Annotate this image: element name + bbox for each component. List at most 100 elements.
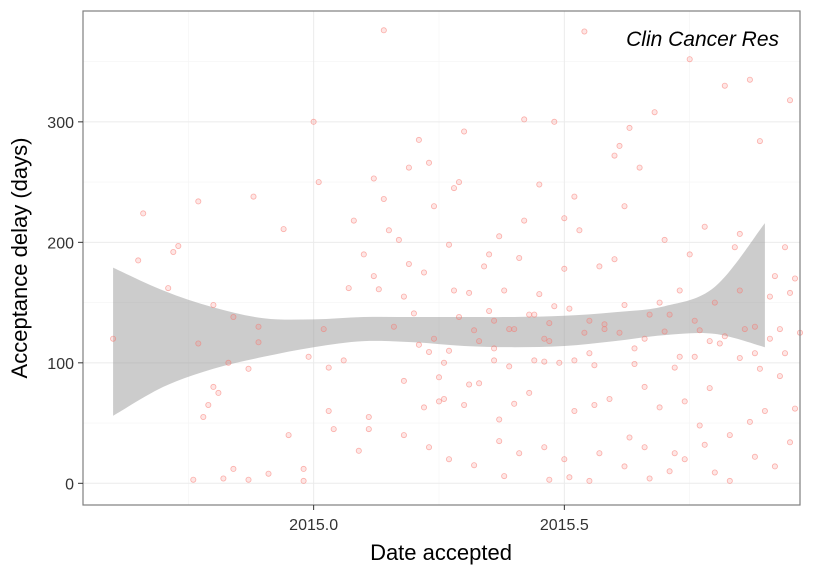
data-point — [541, 358, 548, 365]
y-tick-label: 300 — [47, 115, 74, 132]
data-point — [405, 260, 412, 267]
data-point — [380, 27, 387, 34]
data-point — [230, 465, 237, 472]
data-point — [711, 299, 718, 306]
data-point — [606, 395, 613, 402]
scatter-points — [110, 27, 804, 484]
data-point — [420, 269, 427, 276]
data-point — [576, 227, 583, 234]
data-point — [526, 389, 533, 396]
data-point — [596, 450, 603, 457]
data-point — [370, 175, 377, 182]
data-point — [631, 345, 638, 352]
data-point — [455, 313, 462, 320]
data-point — [561, 265, 568, 272]
data-point — [706, 338, 713, 345]
y-axis-title: Acceptance delay (days) — [7, 138, 32, 379]
data-point — [220, 475, 227, 482]
data-point — [526, 311, 533, 318]
data-point — [636, 164, 643, 171]
data-point — [551, 303, 558, 310]
data-point — [681, 456, 688, 463]
data-point — [651, 109, 658, 116]
data-point — [621, 463, 628, 470]
data-point — [300, 477, 307, 484]
data-point — [792, 275, 799, 282]
data-point — [450, 185, 457, 192]
data-point — [691, 353, 698, 360]
y-tick-label: 0 — [65, 476, 74, 493]
data-point — [691, 317, 698, 324]
data-point — [280, 226, 287, 233]
data-point — [766, 293, 773, 300]
data-point — [450, 287, 457, 294]
data-point — [586, 317, 593, 324]
data-point — [751, 453, 758, 460]
data-point — [170, 248, 177, 255]
data-point — [601, 321, 608, 328]
data-point — [721, 333, 728, 340]
data-point — [611, 152, 618, 159]
x-tick-label: 2015.0 — [289, 517, 338, 534]
data-point — [571, 357, 578, 364]
data-point — [225, 359, 232, 366]
data-point — [631, 360, 638, 367]
data-point — [410, 310, 417, 317]
data-point — [566, 474, 573, 481]
data-point — [591, 401, 598, 408]
data-point — [355, 447, 362, 454]
data-point — [726, 477, 733, 484]
data-point — [711, 469, 718, 476]
data-point — [591, 362, 598, 369]
data-point — [746, 76, 753, 83]
data-point — [771, 273, 778, 280]
data-point — [466, 381, 473, 388]
data-point — [380, 195, 387, 202]
data-point — [536, 181, 543, 188]
data-point — [310, 118, 317, 125]
data-point — [501, 473, 508, 480]
data-point — [696, 327, 703, 334]
data-point — [486, 251, 493, 258]
data-point — [556, 359, 563, 366]
data-point — [365, 413, 372, 420]
x-tick-label: 2015.5 — [540, 517, 589, 534]
data-point — [696, 422, 703, 429]
data-point — [641, 444, 648, 451]
data-point — [400, 377, 407, 384]
data-point — [491, 345, 498, 352]
data-point — [205, 401, 212, 408]
data-point — [701, 441, 708, 448]
data-point — [375, 286, 382, 293]
data-point — [621, 301, 628, 308]
data-point — [471, 327, 478, 334]
data-point — [455, 179, 462, 186]
data-point — [787, 289, 794, 296]
data-point — [741, 326, 748, 333]
data-point — [531, 311, 538, 318]
data-point — [506, 363, 513, 370]
data-point — [165, 285, 172, 292]
data-point — [736, 230, 743, 237]
data-point — [792, 405, 799, 412]
data-point — [546, 338, 553, 345]
data-point — [245, 365, 252, 372]
data-point — [140, 210, 147, 217]
data-point — [461, 401, 468, 408]
smooth-confidence-band — [113, 223, 765, 416]
data-point — [175, 242, 182, 249]
data-point — [656, 404, 663, 411]
data-point — [541, 335, 548, 342]
data-point — [320, 326, 327, 333]
data-point — [521, 217, 528, 224]
x-axis-ticks: 2015.0 2015.5 — [289, 505, 589, 534]
data-point — [300, 465, 307, 472]
data-point — [666, 311, 673, 318]
data-point — [671, 364, 678, 371]
data-point — [215, 389, 222, 396]
data-point — [496, 438, 503, 445]
data-point — [360, 251, 367, 258]
x-axis-title: Date accepted — [370, 540, 512, 565]
data-point — [466, 289, 473, 296]
data-point — [626, 434, 633, 441]
